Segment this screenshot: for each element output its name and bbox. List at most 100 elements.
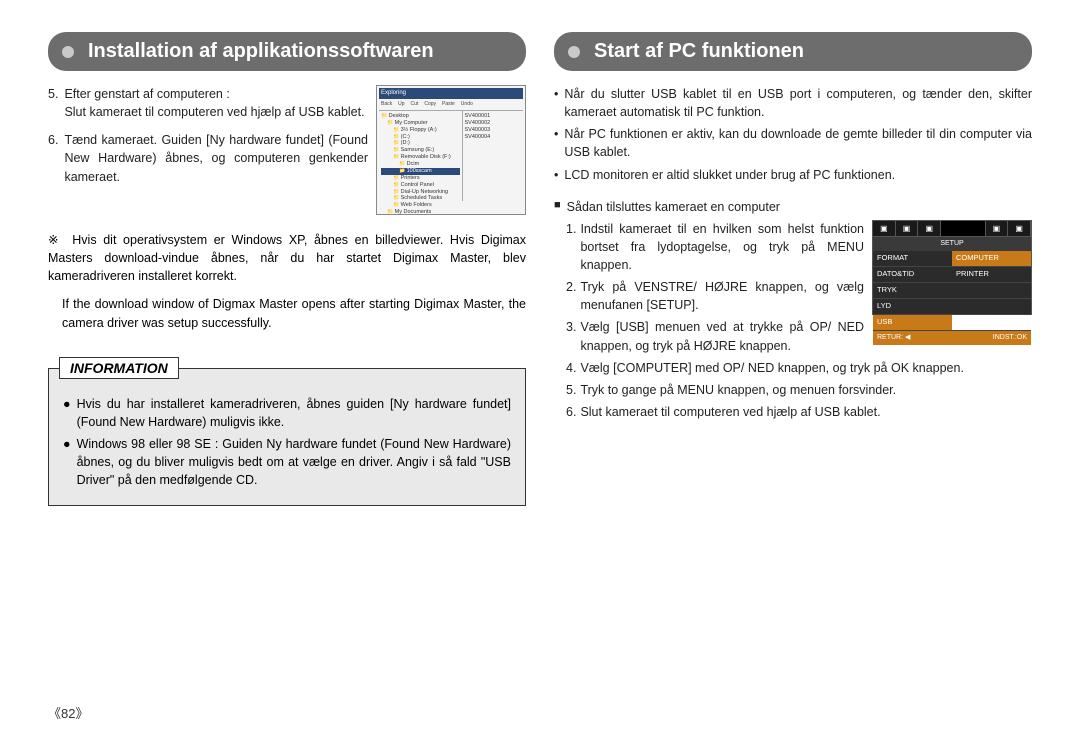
- right-title-text: Start af PC funktionen: [594, 40, 804, 62]
- tree-item: (D:): [381, 140, 460, 147]
- camera-menu-left: FORMAT DATO&TID TRYK LYD USB: [873, 251, 952, 330]
- explorer-tree: Desktop My Computer 3½ Floppy (A:) (C:) …: [379, 111, 463, 201]
- bullet-icon: ●: [63, 395, 71, 431]
- footer-right: INDST.:OK: [952, 331, 1031, 345]
- bullet-1: • Når du slutter USB kablet til en USB p…: [554, 85, 1032, 121]
- tree-item: Scheduled Tasks: [381, 195, 460, 202]
- b2-text: Når PC funktionen er aktiv, kan du downl…: [564, 125, 1032, 161]
- explorer-titlebar: Exploring: [379, 88, 523, 99]
- step-num: 6.: [566, 403, 576, 421]
- step-number: 5.: [48, 85, 58, 121]
- menu-item: LYD: [873, 299, 952, 315]
- menu-icon: ▣: [896, 221, 919, 237]
- step-4: 4.Vælg [COMPUTER] med OP/ NED knappen, o…: [554, 359, 1032, 377]
- bullet-icon: •: [554, 166, 558, 184]
- step-3: 3.Vælg [USB] menuen ved at trykke på OP/…: [554, 318, 864, 354]
- note-text: Hvis dit operativsystem er Windows XP, å…: [48, 233, 526, 283]
- step-6: 6. Tænd kameraet. Guiden [Ny hardware fu…: [48, 131, 368, 185]
- xp-note-2: If the download window of Digmax Master …: [48, 295, 526, 331]
- bullet-3: • LCD monitoren er altid slukket under b…: [554, 166, 1032, 184]
- menu-item: DATO&TID: [873, 267, 952, 283]
- tree-item: Samsung (E:): [381, 147, 460, 154]
- menu-item: [952, 283, 1031, 299]
- menu-item-selected: COMPUTER: [952, 251, 1031, 267]
- step-5: 5.Tryk to gange på MENU knappen, og menu…: [554, 381, 1032, 399]
- tree-item: 3½ Floppy (A:): [381, 127, 460, 134]
- s2-text: Tryk på VENSTRE/ HØJRE knappen, og vælg …: [580, 278, 864, 314]
- title-dot-icon: [568, 46, 580, 58]
- connect-heading-text: Sådan tilsluttes kameraet en computer: [567, 198, 780, 216]
- info1-text: Hvis du har installeret kameradriveren, …: [77, 395, 511, 431]
- tb-copy: Copy: [424, 101, 436, 108]
- menu-item-selected: USB: [873, 315, 952, 331]
- info2-text: Windows 98 eller 98 SE : Guiden Ny hardw…: [77, 435, 511, 489]
- explorer-screenshot: Exploring Back Up Cut Copy Paste Undo De…: [376, 85, 526, 215]
- information-label: INFORMATION: [59, 357, 179, 379]
- info-item-2: ● Windows 98 eller 98 SE : Guiden Ny har…: [63, 435, 511, 489]
- step-6: 6.Slut kameraet til computeren ved hjælp…: [554, 403, 1032, 421]
- menu-icon: ▣: [1008, 221, 1031, 237]
- bullet-2: • Når PC funktionen er aktiv, kan du dow…: [554, 125, 1032, 161]
- tree-item: Desktop: [381, 113, 460, 120]
- camera-menu-right: COMPUTER PRINTER: [952, 251, 1031, 330]
- tb-cut: Cut: [411, 101, 419, 108]
- menu-item: FORMAT: [873, 251, 952, 267]
- step5-line2: Slut kameraet til computeren ved hjælp a…: [64, 105, 364, 119]
- step5-line1: Efter genstart af computeren :: [64, 87, 229, 101]
- tree-item: My Documents: [381, 209, 460, 215]
- menu-icon: ▣: [873, 221, 896, 237]
- step-1: 1.Indstil kameraet til en hvilken som he…: [554, 220, 864, 274]
- camera-menu-screenshot: ▣ ▣ ▣ ▣ ▣ SETUP FORMAT DATO&TID TRYK L: [872, 220, 1032, 315]
- square-bullet-icon: ■: [554, 198, 561, 216]
- tree-item: Removable Disk (F:): [381, 154, 460, 161]
- camera-menu-footer: RETUR: ◀ INDST.:OK: [873, 331, 1031, 345]
- tree-item: 100sscam: [381, 168, 460, 175]
- tree-item: Control Panel: [381, 182, 460, 189]
- file-item: SV400003: [465, 127, 521, 134]
- step-num: 3.: [566, 318, 576, 354]
- menu-item: TRYK: [873, 283, 952, 299]
- tb-undo: Undo: [461, 101, 473, 108]
- s6-text: Slut kameraet til computeren ved hjælp a…: [580, 403, 880, 421]
- file-item: SV400004: [465, 134, 521, 141]
- step-number: 6.: [48, 131, 58, 185]
- xp-note: ※ Hvis dit operativsystem er Windows XP,…: [48, 231, 526, 285]
- camera-tab-label: SETUP: [873, 237, 1031, 251]
- b1-text: Når du slutter USB kablet til en USB por…: [564, 85, 1032, 121]
- left-title-bar: Installation af applikationssoftwaren: [48, 32, 526, 71]
- info-item-1: ● Hvis du har installeret kameradriveren…: [63, 395, 511, 431]
- s1-text: Indstil kameraet til en hvilken som hels…: [580, 220, 864, 274]
- step6-text: Tænd kameraet. Guiden [Ny hardware funde…: [64, 131, 368, 185]
- menu-item: [952, 299, 1031, 315]
- footer-left: RETUR: ◀: [873, 331, 952, 345]
- tree-item: Dcim: [381, 161, 460, 168]
- tree-item: Dial-Up Networking: [381, 189, 460, 196]
- connect-heading: ■ Sådan tilsluttes kameraet en computer: [554, 198, 1032, 216]
- menu-icon: [941, 221, 985, 237]
- tb-back: Back: [381, 101, 392, 108]
- explorer-toolbar: Back Up Cut Copy Paste Undo: [379, 99, 523, 111]
- step-num: 1.: [566, 220, 576, 274]
- step-num: 2.: [566, 278, 576, 314]
- step-num: 5.: [566, 381, 576, 399]
- tree-item: My Computer: [381, 120, 460, 127]
- s5-text: Tryk to gange på MENU knappen, og menuen…: [580, 381, 896, 399]
- tree-item: Printers: [381, 175, 460, 182]
- bullet-icon: •: [554, 125, 558, 161]
- menu-icon: ▣: [918, 221, 941, 237]
- note-text2: If the download window of Digmax Master …: [62, 297, 526, 329]
- step-5: 5. Efter genstart af computeren : Slut k…: [48, 85, 368, 121]
- b3-text: LCD monitoren er altid slukket under bru…: [564, 166, 895, 184]
- bullet-icon: •: [554, 85, 558, 121]
- tree-item: Web Folders: [381, 202, 460, 209]
- tb-up: Up: [398, 101, 404, 108]
- explorer-files: SV400001 SV400002 SV400003 SV400004: [463, 111, 523, 201]
- step-2: 2.Tryk på VENSTRE/ HØJRE knappen, og væl…: [554, 278, 864, 314]
- left-title-text: Installation af applikationssoftwaren: [88, 40, 434, 62]
- tree-item: (C:): [381, 134, 460, 141]
- s3-text: Vælg [USB] menuen ved at trykke på OP/ N…: [580, 318, 864, 354]
- file-item: SV400002: [465, 120, 521, 127]
- step-num: 4.: [566, 359, 576, 377]
- menu-icon: ▣: [986, 221, 1009, 237]
- note-symbol-icon: ※: [48, 233, 62, 247]
